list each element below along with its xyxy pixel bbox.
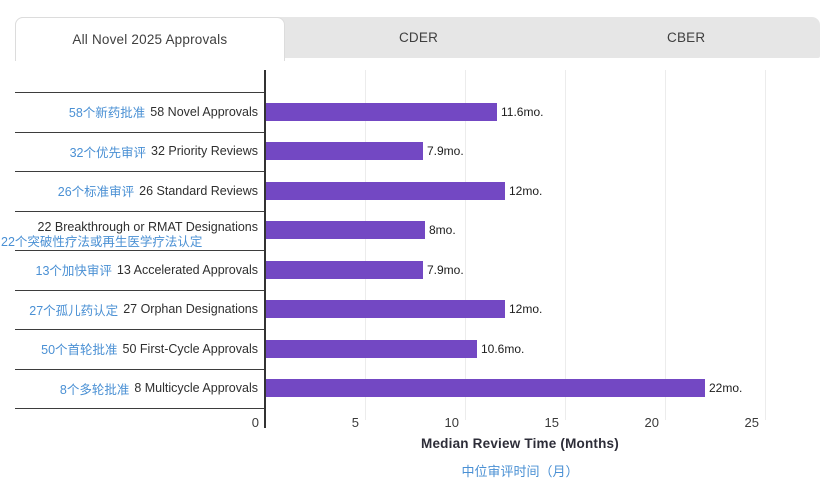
bar-cell: 10.6mo. bbox=[265, 329, 829, 369]
tab-cder[interactable]: CDER bbox=[285, 17, 553, 58]
category-label: 13个加快审评 13 Accelerated Approvals bbox=[0, 250, 265, 290]
category-label-en: 50 First-Cycle Approvals bbox=[122, 341, 258, 356]
bar[interactable] bbox=[265, 142, 423, 161]
bar-cell: 8mo. bbox=[265, 211, 829, 251]
bar-value-label: 12mo. bbox=[509, 302, 543, 317]
chart-row-accelerated-approvals: 13个加快审评 13 Accelerated Approvals 7.9mo. bbox=[0, 250, 829, 290]
x-tick: 5 bbox=[351, 415, 359, 430]
x-axis-ticks: 0 5 10 15 20 25 bbox=[0, 415, 829, 431]
x-axis-title-zh: 中位审评时间（月） bbox=[461, 464, 579, 479]
category-label: 22 Breakthrough or RMAT Designations 22个… bbox=[0, 210, 265, 251]
x-tick: 15 bbox=[544, 415, 559, 430]
category-label-en: 8 Multicycle Approvals bbox=[134, 381, 258, 396]
bar-cell: 12mo. bbox=[265, 171, 829, 211]
category-label-zh: 50个首轮批准 bbox=[41, 343, 118, 358]
category-label-en: 26 Standard Reviews bbox=[139, 183, 258, 198]
bar[interactable] bbox=[265, 221, 425, 240]
x-tick: 25 bbox=[744, 415, 759, 430]
bar-value-label: 7.9mo. bbox=[427, 262, 464, 277]
bar[interactable] bbox=[265, 181, 505, 200]
chart-row-multicycle-approvals: 8个多轮批准 8 Multicycle Approvals 22mo. bbox=[0, 368, 829, 409]
bar-cell: 7.9mo. bbox=[265, 132, 829, 172]
tab-bar: All Novel 2025 Approvals CDER CBER bbox=[15, 17, 820, 61]
category-label: 32个优先审评 32 Priority Reviews bbox=[0, 131, 265, 172]
bar-value-label: 22mo. bbox=[709, 381, 743, 396]
tab-cber[interactable]: CBER bbox=[552, 17, 820, 58]
chart-row-standard-reviews: 26个标准审评 26 Standard Reviews 12mo. bbox=[0, 171, 829, 211]
category-label-en: 22 Breakthrough or RMAT Designations bbox=[37, 219, 258, 234]
category-label: 27个孤儿药认定 27 Orphan Designations bbox=[0, 289, 265, 330]
bar[interactable] bbox=[265, 102, 497, 121]
bar-cell: 12mo. bbox=[265, 290, 829, 330]
bar[interactable] bbox=[265, 379, 705, 398]
gridline bbox=[765, 70, 766, 420]
category-label: 58个新药批准 58 Novel Approvals bbox=[0, 92, 265, 132]
x-tick: 10 bbox=[444, 415, 459, 430]
category-label: 8个多轮批准 8 Multicycle Approvals bbox=[0, 368, 265, 409]
bar[interactable] bbox=[265, 260, 423, 279]
x-axis-title-en: Median Review Time (Months) bbox=[421, 436, 619, 451]
category-label-en: 32 Priority Reviews bbox=[151, 144, 258, 159]
bar-value-label: 10.6mo. bbox=[481, 341, 525, 356]
tab-all-novel-2025-approvals[interactable]: All Novel 2025 Approvals bbox=[15, 17, 285, 61]
bar-cell: 7.9mo. bbox=[265, 250, 829, 290]
category-label-zh: 13个加快审评 bbox=[35, 264, 112, 279]
category-label-en: 58 Novel Approvals bbox=[150, 104, 258, 119]
category-label-zh: 58个新药批准 bbox=[68, 106, 146, 121]
bar[interactable] bbox=[265, 339, 477, 358]
category-label-zh: 26个标准审评 bbox=[57, 185, 135, 200]
chart-row-orphan-designations: 27个孤儿药认定 27 Orphan Designations 12mo. bbox=[0, 289, 829, 330]
chart-row-first-cycle-approvals: 50个首轮批准 50 First-Cycle Approvals 10.6mo. bbox=[0, 329, 829, 369]
bar-value-label: 12mo. bbox=[509, 183, 543, 198]
x-tick: 20 bbox=[644, 415, 659, 430]
bar-value-label: 7.9mo. bbox=[427, 144, 464, 159]
category-label-en: 13 Accelerated Approvals bbox=[116, 262, 258, 277]
chart-row-priority-reviews: 32个优先审评 32 Priority Reviews 7.9mo. bbox=[0, 131, 829, 172]
y-axis-line bbox=[264, 70, 266, 428]
bar-value-label: 11.6mo. bbox=[501, 104, 544, 119]
bar-value-label: 8mo. bbox=[429, 223, 456, 238]
chart-row-novel-approvals: 58个新药批准 58 Novel Approvals 11.6mo. bbox=[0, 92, 829, 132]
bar[interactable] bbox=[265, 300, 505, 319]
gridline bbox=[665, 70, 666, 420]
category-label-zh: 27个孤儿药认定 bbox=[29, 303, 119, 318]
bar-cell: 11.6mo. bbox=[265, 92, 829, 132]
chart-rows: 58个新药批准 58 Novel Approvals 11.6mo. 32个优先… bbox=[0, 92, 829, 409]
gridline bbox=[565, 70, 566, 420]
median-review-time-chart: 58个新药批准 58 Novel Approvals 11.6mo. 32个优先… bbox=[0, 60, 829, 486]
category-label-zh: 22个突破性疗法或再生医学疗法认定 bbox=[1, 234, 203, 249]
category-label: 50个首轮批准 50 First-Cycle Approvals bbox=[0, 329, 265, 369]
x-tick: 0 bbox=[251, 415, 259, 430]
category-label-zh: 8个多轮批准 bbox=[59, 382, 130, 397]
bar-cell: 22mo. bbox=[265, 369, 829, 409]
category-label-en: 27 Orphan Designations bbox=[123, 302, 258, 317]
category-label: 26个标准审评 26 Standard Reviews bbox=[0, 171, 265, 211]
category-label-zh: 32个优先审评 bbox=[69, 145, 147, 160]
chart-row-breakthrough-rmat: 22 Breakthrough or RMAT Designations 22个… bbox=[0, 210, 829, 251]
gridline bbox=[465, 70, 466, 420]
gridline bbox=[365, 70, 366, 420]
